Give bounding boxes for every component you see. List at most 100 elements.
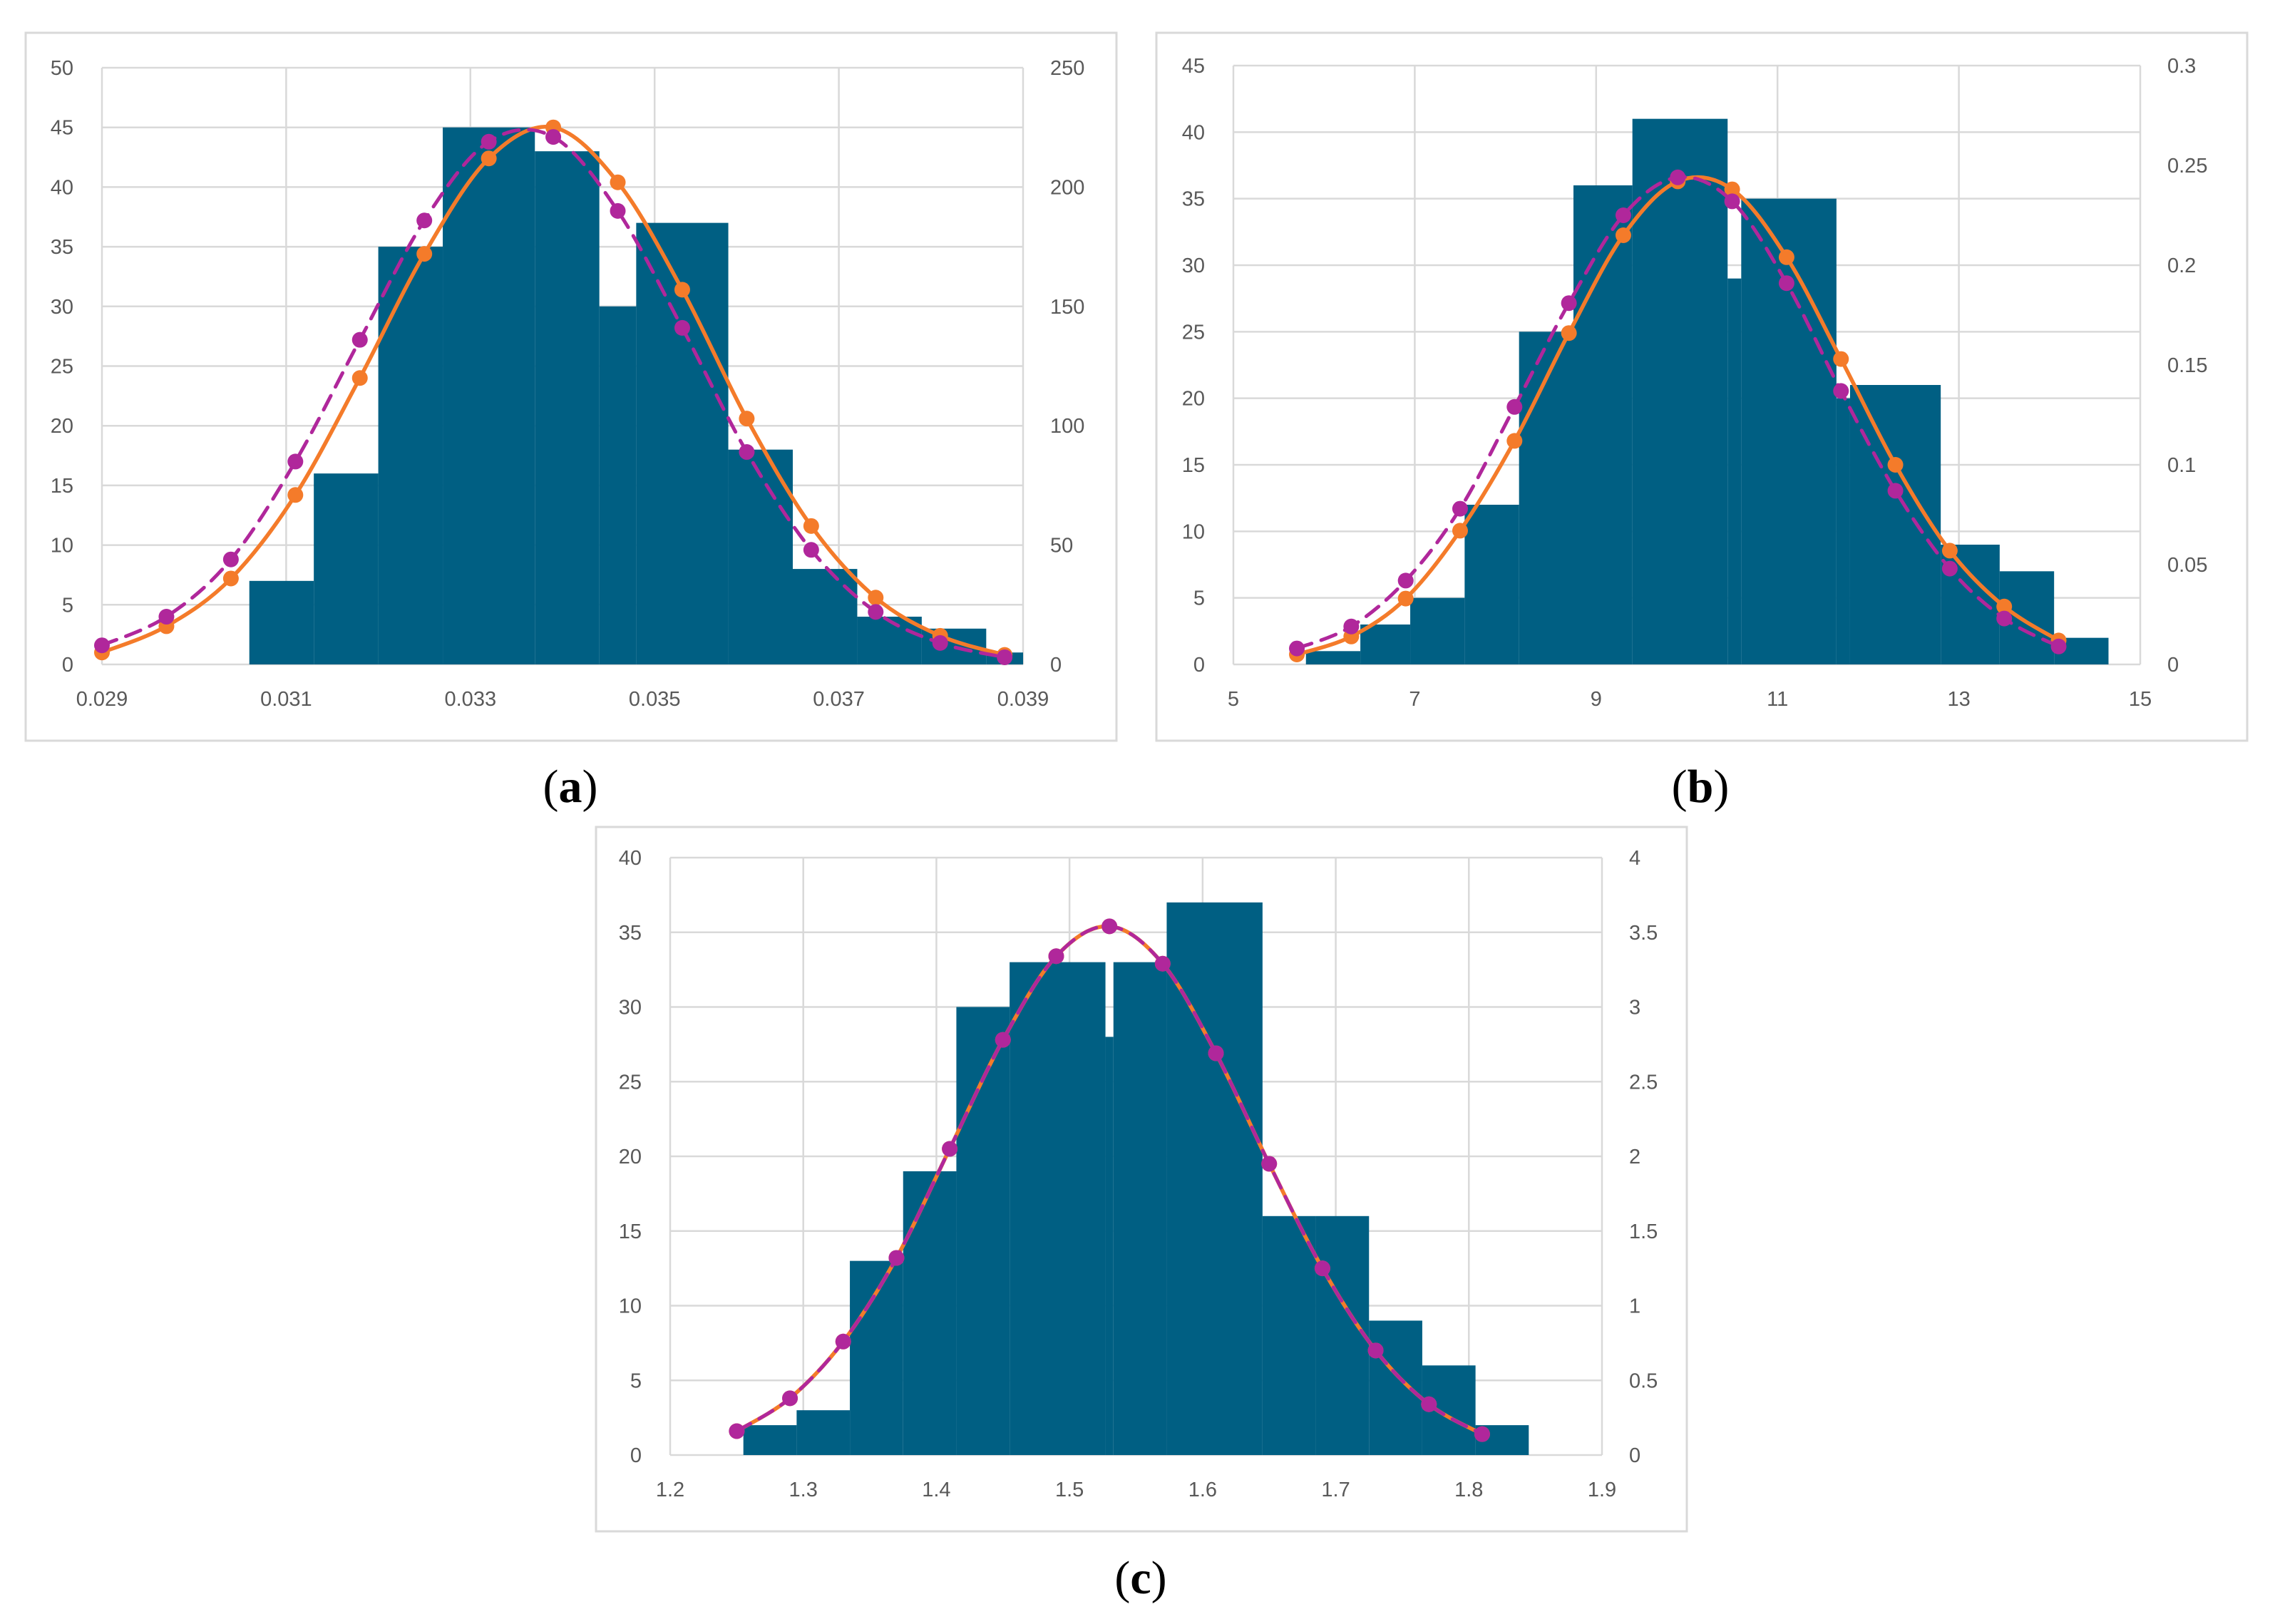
- panel-c-y-left-tick-label: 10: [619, 1295, 642, 1318]
- panel-b-dashed-point: [1941, 560, 1958, 577]
- panel-c-dashed-point: [995, 1032, 1011, 1048]
- panel-a-dashed-point: [416, 212, 433, 229]
- panel-b-y-left-tick-label: 5: [1193, 587, 1205, 610]
- panel-a-x-tick-label: 0.031: [260, 688, 312, 711]
- panel-b-bar: [1410, 597, 1465, 664]
- panel-b-solid-point: [1615, 227, 1631, 243]
- panel-a-solid-point: [416, 246, 433, 262]
- panel-b-bar: [1573, 185, 1633, 664]
- panel-a-dashed-point: [287, 453, 304, 470]
- panel-b-x-tick-label: 11: [1767, 688, 1788, 711]
- panel-a-dashed-point: [868, 604, 884, 620]
- panel-a-solid-point: [868, 590, 884, 606]
- panel-a-solid-point: [674, 282, 690, 298]
- panel-c-y-left-tick-label: 20: [619, 1146, 642, 1168]
- panel-a-y-left-tick-label: 35: [51, 236, 73, 259]
- panel-b-dashed-point: [1343, 618, 1360, 634]
- panel-c-dashed-point: [782, 1390, 798, 1407]
- panel-c-dashed-point: [1101, 918, 1118, 935]
- panel-c-y-right-tick-label: 2: [1629, 1146, 1640, 1168]
- panel-b-y-left-tick-label: 10: [1182, 520, 1205, 543]
- panel-a-dashed-point: [481, 133, 497, 150]
- panel-b-bar: [1305, 651, 1361, 664]
- panel-c-dashed-point: [1421, 1396, 1437, 1412]
- panel-b-bar: [1360, 625, 1411, 664]
- panel-c-bar: [956, 1007, 1010, 1455]
- panel-b-dashed-point: [1778, 275, 1794, 292]
- panel-a-solid-point: [803, 518, 819, 534]
- panel-a-y-left-tick-label: 20: [51, 415, 73, 438]
- panel-c-bar: [903, 1171, 957, 1455]
- panel-c-y-right-tick-label: 0.5: [1629, 1369, 1658, 1392]
- panel-c-dashed-point: [1154, 955, 1171, 972]
- panel-b-dashed-point: [1561, 295, 1577, 312]
- panel-c-y-left-tick-label: 0: [630, 1444, 642, 1467]
- panel-a-solid-point: [481, 150, 497, 167]
- panel-b-y-right-tick-label: 0.3: [2167, 55, 2196, 78]
- panel-a-x-tick-label: 0.029: [76, 688, 128, 711]
- panel-a-solid-point: [222, 570, 239, 587]
- panel-b-dashed-point: [1724, 193, 1740, 210]
- panel-a-solid-point: [739, 411, 755, 427]
- panel-a-y-left-tick-label: 45: [51, 117, 73, 140]
- panel-a-bar: [857, 617, 922, 664]
- panel-b-bar: [1741, 198, 1837, 665]
- panel-b-y-right-tick-label: 0.25: [2167, 155, 2207, 178]
- panel-a-y-left-tick-label: 30: [51, 296, 73, 319]
- panel-c-x-tick-label: 1.7: [1321, 1479, 1350, 1501]
- panel-a-dashed-point: [158, 609, 175, 625]
- panel-c-bar: [1369, 1320, 1422, 1455]
- panel-b-bar: [1727, 278, 1742, 665]
- panel-a-dashed-point: [222, 551, 239, 567]
- panel-a-solid-point: [287, 487, 304, 503]
- panel-c-y-right-tick-label: 1.5: [1629, 1220, 1658, 1243]
- panel-a-y-left-tick-label: 0: [62, 654, 73, 677]
- panel-c-y-left-tick-label: 40: [619, 847, 642, 870]
- panel-b-x-tick-label: 5: [1228, 688, 1239, 711]
- panel-c-y-left-tick-label: 25: [619, 1071, 642, 1094]
- panel-b-y-left-tick-label: 45: [1182, 55, 1205, 78]
- panel-c-bar: [1113, 962, 1167, 1455]
- panel-b-bar: [1632, 118, 1728, 664]
- panel-b-caption: (b): [1672, 761, 1730, 813]
- panel-b-solid-point: [1506, 433, 1523, 449]
- panel-c-y-right-tick-label: 1: [1629, 1295, 1640, 1318]
- panel-c-y-right-tick-label: 3: [1629, 997, 1640, 1019]
- panel-a-x-tick-label: 0.033: [445, 688, 497, 711]
- panel-c-bar: [1166, 902, 1263, 1455]
- panel-c-y-right-tick-label: 0: [1629, 1444, 1640, 1467]
- panel-b-dashed-point: [1452, 500, 1468, 517]
- panel-b-solid-point: [1887, 457, 1904, 473]
- panel-b-y-right-tick-label: 0.2: [2167, 255, 2196, 277]
- panel-a-dashed-point: [610, 202, 626, 219]
- panel-c-bar: [1010, 962, 1106, 1455]
- panel-b-x-tick-label: 7: [1409, 688, 1420, 711]
- panel-a-x-tick-label: 0.035: [629, 688, 681, 711]
- panel-a-caption: (a): [543, 761, 598, 813]
- panel-c-fit-lines: [729, 918, 1490, 1442]
- panel-b-y-right-tick-label: 0: [2167, 654, 2179, 677]
- panel-a-dashed-point: [674, 319, 690, 336]
- panel-c-dashed-point: [1367, 1342, 1384, 1359]
- panel-b-y-left-tick-label: 40: [1182, 121, 1205, 144]
- panel-b-y-left-tick-label: 0: [1193, 654, 1205, 677]
- panel-c-dashed-point: [942, 1141, 958, 1157]
- panel-a-y-right-tick-label: 0: [1050, 654, 1062, 677]
- panel-a-solid-point: [351, 370, 368, 386]
- panel-a-bar: [599, 306, 637, 664]
- panel-a-bar: [249, 580, 314, 664]
- panel-b-solid-point: [1778, 249, 1794, 265]
- panel-b-x-tick-label: 13: [1947, 688, 1970, 711]
- panel-c-y-right-tick-label: 4: [1629, 847, 1640, 870]
- panel-b-fit-lines: [1289, 169, 2067, 662]
- panel-a-solid-point: [610, 174, 626, 190]
- panel-b-bar: [1519, 332, 1573, 664]
- panel-c-dashed-point: [1261, 1156, 1278, 1172]
- panel-b-y-right-tick-label: 0.1: [2167, 454, 2196, 477]
- panel-b-solid-point: [1941, 543, 1958, 559]
- panel-a-y-right-tick-label: 50: [1050, 535, 1073, 557]
- panel-b-dashed-point: [1615, 207, 1631, 223]
- panel-a-x-tick-label: 0.037: [813, 688, 865, 711]
- panel-a-dashed-point: [94, 637, 110, 654]
